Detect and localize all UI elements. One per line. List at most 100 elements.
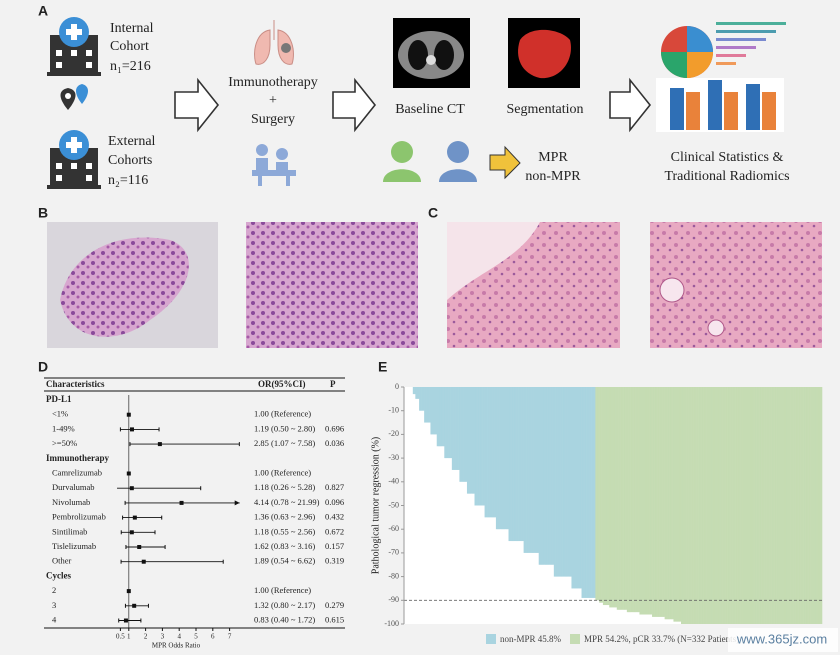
or-label: 0.83 (0.40 ~ 1.72) — [254, 614, 315, 624]
bar — [814, 387, 817, 624]
or-point — [126, 589, 131, 594]
bar — [415, 387, 417, 399]
bar — [507, 387, 509, 530]
flow-arrow — [174, 77, 220, 133]
bar — [692, 387, 694, 624]
bar — [532, 387, 534, 553]
y-tick-label: -20 — [388, 429, 399, 438]
bar — [796, 387, 799, 624]
row-label: 2 — [52, 585, 56, 595]
bar — [602, 387, 605, 606]
bar — [558, 387, 561, 577]
p-value: 0.615 — [325, 614, 344, 624]
bar — [563, 387, 566, 577]
step-text: + — [269, 93, 277, 108]
bar — [659, 387, 662, 617]
bar — [426, 387, 429, 423]
bar — [587, 387, 590, 598]
bar — [429, 387, 431, 423]
bar — [698, 387, 701, 624]
bar — [463, 387, 465, 482]
bar — [609, 387, 611, 608]
bar — [634, 387, 636, 613]
x-tick-label: 4 — [177, 633, 181, 641]
or-point — [157, 442, 162, 447]
bar — [570, 387, 572, 577]
bar — [461, 387, 464, 482]
or-label: 2.85 (1.07 ~ 7.58) — [254, 438, 315, 448]
bar — [786, 387, 789, 624]
panel-label: E — [378, 359, 387, 375]
x-tick-label: 1 — [127, 633, 131, 641]
histology-tissue — [447, 222, 540, 300]
y-tick-label: -10 — [388, 406, 399, 415]
surgery-icon — [252, 144, 296, 186]
or-point — [141, 559, 146, 564]
bar — [748, 387, 751, 624]
bar — [730, 387, 732, 624]
bar — [623, 387, 625, 610]
bar — [712, 387, 715, 624]
p-value: 0.279 — [325, 600, 344, 610]
bar — [468, 387, 470, 494]
or-point — [123, 618, 128, 623]
bar — [553, 387, 556, 577]
bar — [484, 387, 487, 518]
bar — [720, 387, 722, 624]
bar — [793, 387, 795, 624]
bar — [779, 387, 781, 624]
bar — [789, 387, 791, 624]
bar — [471, 387, 474, 494]
bar — [577, 387, 580, 589]
bar — [446, 387, 449, 459]
bar — [611, 387, 614, 608]
bar — [699, 387, 702, 624]
bar — [509, 387, 512, 542]
bar — [533, 387, 536, 553]
bar — [759, 387, 761, 624]
outcome-text: non-MPR — [525, 169, 581, 184]
bar — [575, 387, 577, 589]
bar — [477, 387, 479, 506]
bar — [478, 387, 480, 506]
group-label: Cycles — [46, 570, 71, 580]
y-axis-label: Pathological tumor regression (%) — [370, 437, 381, 574]
bar — [475, 387, 478, 506]
bar — [500, 387, 503, 530]
bar — [723, 387, 726, 624]
bar — [728, 387, 731, 624]
column-header: Characteristics — [46, 379, 105, 389]
bar — [674, 387, 677, 622]
bar — [657, 387, 659, 617]
ct-image — [393, 18, 470, 88]
bar — [589, 387, 591, 598]
bar — [546, 387, 548, 565]
group-label: Immunotherapy — [46, 453, 110, 463]
bar — [750, 387, 752, 624]
legend-label: non-MPR 45.8% — [500, 634, 562, 644]
bar — [534, 387, 537, 553]
row-label: >=50% — [52, 438, 77, 448]
bar — [613, 387, 615, 608]
bar — [746, 387, 749, 624]
bar — [508, 387, 511, 542]
row-label: Pembrolizumab — [52, 512, 106, 522]
bar — [455, 387, 458, 470]
bar — [518, 387, 521, 542]
bar — [576, 387, 579, 589]
y-tick-label: -100 — [384, 619, 399, 628]
bar — [618, 387, 620, 610]
cohort-text: Internal — [110, 21, 154, 36]
bar — [697, 387, 699, 624]
bar — [722, 387, 725, 624]
bar — [636, 387, 639, 613]
lung-icon — [254, 20, 294, 65]
bar — [495, 387, 498, 530]
y-tick-label: -90 — [388, 595, 399, 604]
x-tick-label: 5 — [194, 633, 198, 641]
p-value: 0.696 — [325, 423, 344, 433]
bar — [711, 387, 713, 624]
bar — [662, 387, 664, 617]
bar — [417, 387, 420, 399]
bar — [633, 387, 635, 613]
